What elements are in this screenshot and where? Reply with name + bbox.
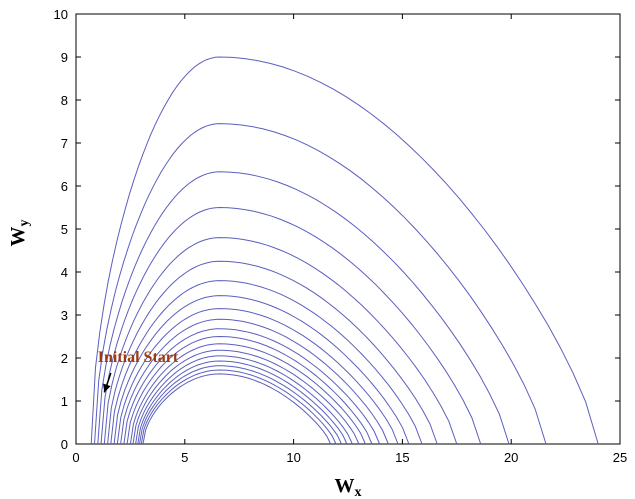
x-tick-label-2: 10 [286,450,300,465]
plot-area [75,13,621,445]
contour-line-4 [103,237,458,445]
y-tick-label-3: 3 [61,308,68,323]
y-tick-label-2: 2 [61,351,68,366]
y-tick-label-1: 1 [61,394,68,409]
y-tick-label-6: 6 [61,179,68,194]
x-tick-label-3: 15 [395,450,409,465]
x-axis-label: Wx [335,475,362,499]
annotation-group: Initial Start [98,349,179,393]
contour-line-13 [132,349,360,445]
y-tick-label-0: 0 [61,437,68,452]
contour-line-5 [107,260,438,445]
contour-line-18 [142,373,332,445]
x-tick-label-4: 20 [504,450,518,465]
x-tick-label-5: 25 [613,450,627,465]
contour-line-10 [123,328,381,445]
y-tick-label-5: 5 [61,222,68,237]
contour-line-0 [90,56,599,445]
y-tick-label-10: 10 [54,7,68,22]
contour-line-16 [139,365,342,445]
x-axis-label-subscript: x [355,485,362,499]
y-axis-label: Wy [7,220,32,247]
x-axis-ticks: 0 5 10 15 20 25 [72,14,627,465]
contour-line-8 [116,308,399,445]
series-lines [90,56,599,445]
contour-line-12 [129,343,366,445]
contour-line-9 [120,318,389,445]
contour-line-7 [113,295,410,445]
y-tick-label-4: 4 [61,265,68,280]
contour-line-11 [126,335,373,445]
contour-line-3 [100,206,482,445]
annotation-arrow-head [103,383,111,393]
contour-line-17 [140,369,337,445]
y-axis-ticks: 0 1 2 3 4 5 6 7 8 9 10 [54,7,620,452]
y-tick-label-8: 8 [61,93,68,108]
contour-line-14 [135,355,353,445]
contour-line-2 [97,171,510,445]
contour-line-15 [137,360,348,445]
x-tick-label-1: 5 [181,450,188,465]
x-tick-label-0: 0 [72,450,79,465]
y-axis-label-subscript: y [17,220,32,227]
contour-line-1 [94,123,547,445]
y-tick-label-7: 7 [61,136,68,151]
y-tick-label-9: 9 [61,50,68,65]
contour-line-6 [110,280,423,445]
annotation-initial-start: Initial Start [98,349,179,366]
